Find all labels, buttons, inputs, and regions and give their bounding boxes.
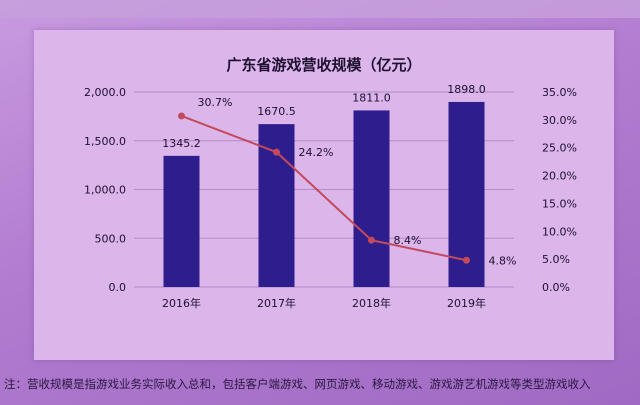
bar-value-label: 1811.0	[352, 91, 391, 104]
footnote: 注：营收规模是指游戏业务实际收入总和，包括客户端游戏、网页游戏、移动游戏、游戏游…	[4, 377, 591, 391]
y2-tick-label: 0.0%	[542, 281, 570, 294]
x-tick-label: 2017年	[257, 296, 296, 310]
y2-tick-label: 25.0%	[542, 142, 577, 155]
line-value-label: 4.8%	[489, 254, 517, 267]
bar-value-label: 1345.2	[162, 137, 201, 150]
bar-series	[163, 101, 485, 288]
x-tick-label: 2019年	[447, 296, 486, 310]
x-tick-label: 2016年	[162, 296, 201, 310]
line-value-label: 8.4%	[394, 234, 422, 247]
top-strip	[0, 0, 640, 18]
y2-tick-label: 35.0%	[542, 86, 577, 99]
y2-tick-label: 10.0%	[542, 225, 577, 238]
bar-value-label: 1670.5	[257, 105, 296, 118]
y2-tick-label: 30.0%	[542, 114, 577, 127]
line-value-label: 30.7%	[198, 96, 233, 109]
y-tick-label: 1,500.0	[84, 135, 126, 148]
line-point	[178, 112, 185, 120]
line-point	[273, 148, 280, 156]
chart-card: 广东省游戏营收规模（亿元） 1345.2 1670.5 1811.0 1898.0 30…	[34, 30, 614, 360]
bar-value-label: 1898.0	[447, 83, 486, 96]
y2-tick-label: 5.0%	[542, 253, 570, 266]
y2-tick-label: 15.0%	[542, 197, 577, 210]
bar	[258, 124, 295, 287]
line-value-label: 24.2%	[299, 146, 334, 159]
line-point	[368, 236, 375, 244]
line-point	[463, 256, 470, 264]
bar	[163, 155, 200, 287]
x-tick-label: 2018年	[352, 296, 391, 310]
growth-line	[181, 115, 467, 262]
bar	[448, 101, 485, 287]
chart-title: 广东省游戏营收规模（亿元）	[226, 56, 421, 74]
bar	[353, 110, 390, 288]
y-tick-label: 500.0	[95, 232, 127, 245]
y-tick-label: 0.0	[109, 281, 127, 294]
y-tick-label: 2,000.0	[84, 86, 126, 99]
data-labels: 1345.2 1670.5 1811.0 1898.0 30.7% 24.2% 8.4% 4.…	[162, 83, 516, 267]
y2-tick-label: 20.0%	[542, 170, 577, 183]
line-series	[178, 112, 470, 264]
chart-svg: 广东省游戏营收规模（亿元） 1345.2 1670.5 1811.0 1898.0 30…	[84, 56, 577, 310]
axis-tick-labels: 0.0 500.0 1,000.0 1,500.0 2,000.0 0.0% 5.0% 10.…	[84, 86, 577, 310]
y-tick-label: 1,000.0	[84, 184, 126, 197]
